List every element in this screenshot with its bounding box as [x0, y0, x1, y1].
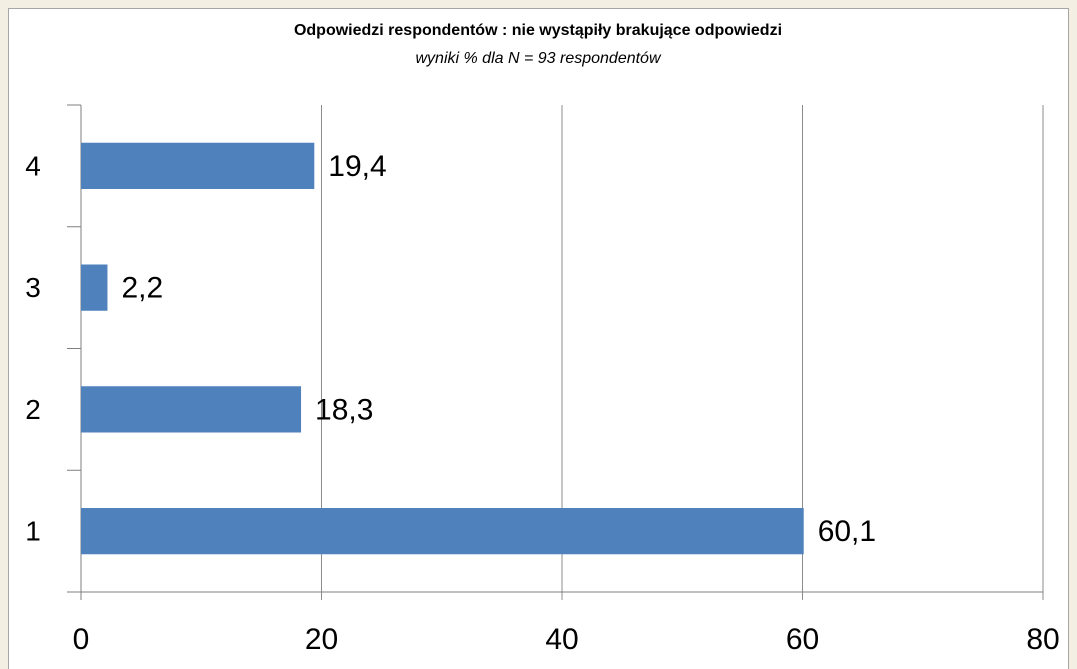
chart-subtitle: wyniki % dla N = 93 respondentów — [415, 50, 661, 67]
bar — [81, 142, 315, 190]
x-tick-label: 60 — [786, 623, 819, 656]
x-tick-label: 0 — [73, 623, 90, 656]
bar — [81, 507, 804, 555]
bar — [81, 386, 302, 433]
data-label: 18,3 — [315, 393, 373, 426]
data-label: 60,1 — [818, 515, 876, 548]
x-tick-label: 40 — [545, 623, 578, 656]
bar — [81, 264, 108, 311]
data-label: 19,4 — [328, 150, 386, 183]
y-tick-label: 3 — [25, 272, 41, 303]
x-tick-label: 20 — [305, 623, 338, 656]
y-tick-label: 1 — [25, 516, 41, 547]
data-label: 2,2 — [121, 272, 163, 305]
chart-area — [8, 8, 1069, 669]
chart-title: Odpowiedzi respondentów : nie wystąpiły … — [294, 22, 782, 39]
y-tick-label: 4 — [25, 150, 41, 181]
x-tick-label: 80 — [1026, 623, 1059, 656]
y-tick-label: 2 — [25, 394, 41, 425]
